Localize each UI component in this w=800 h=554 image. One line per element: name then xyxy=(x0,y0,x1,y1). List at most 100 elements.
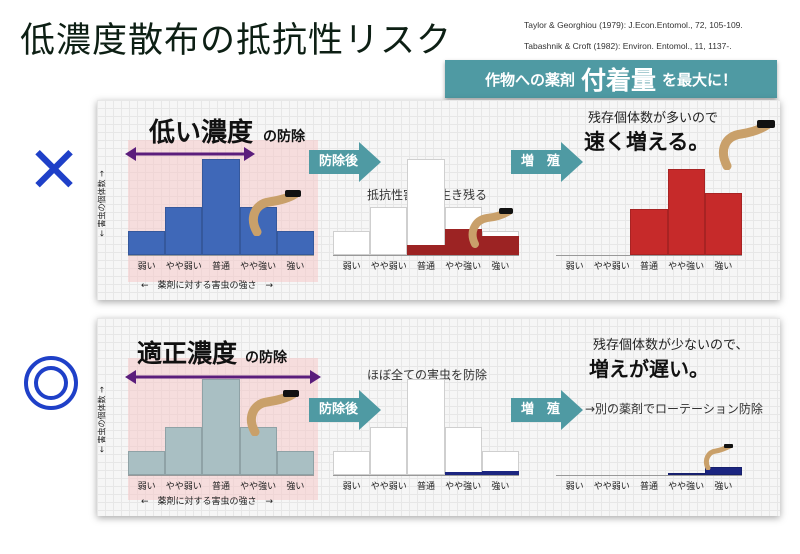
tick-label-good-before-1: やや弱い xyxy=(165,482,202,492)
survivor-bar-good-after-4 xyxy=(481,471,519,475)
bar-good-after-4 xyxy=(481,451,519,475)
tick-label-good-after-0: 弱い xyxy=(342,482,361,492)
page-title: 低濃度散布の抵抗性リスク xyxy=(20,21,453,61)
tick-label-low-growth-4: 強い xyxy=(714,262,733,272)
bar-low-growth-4 xyxy=(704,192,742,255)
bar-low-before-1 xyxy=(165,207,203,255)
x-axis-line xyxy=(556,475,742,476)
growth-note-small: 残存個体数が少ないので、 xyxy=(593,338,749,353)
tick-label-low-after-2: 普通 xyxy=(416,262,435,272)
x-axis-line xyxy=(128,475,314,476)
tick-label-good-growth-3: やや強い xyxy=(668,482,705,492)
survivor-bar-low-after-2 xyxy=(407,245,445,255)
tick-label-good-after-3: やや強い xyxy=(445,482,482,492)
growth-note-big: 速く増える。 xyxy=(584,130,710,154)
tick-label-good-growth-2: 普通 xyxy=(639,482,658,492)
bar-low-growth-3 xyxy=(667,168,705,255)
x-axis-label: ← 薬剤に対する害虫の強さ → xyxy=(141,281,274,291)
bar-low-after-0 xyxy=(333,231,371,255)
tick-label-low-after-3: やや強い xyxy=(445,262,482,272)
bar-good-after-1 xyxy=(370,427,408,475)
bar-low-before-2 xyxy=(202,159,240,255)
growth-arrow: 増 殖 xyxy=(511,142,583,182)
worm-with-sunglasses-icon xyxy=(247,390,299,436)
chart-good-growth: 弱い やや弱い 普通 やや強い 強い xyxy=(556,318,742,516)
banner: 作物への薬剤 付着量 を最大に！ xyxy=(445,60,777,98)
tick-label-good-before-4: 強い xyxy=(286,482,305,492)
good-heading: 適正濃度 の防除 xyxy=(137,339,288,368)
x-axis-line xyxy=(556,255,742,256)
worm-with-sunglasses-icon xyxy=(249,190,301,236)
growth-note-big: 増えが遅い。 xyxy=(589,357,709,381)
chart-low-growth: 弱い やや弱い 普通 やや強い 強い xyxy=(556,100,742,300)
bar-low-before-0 xyxy=(128,231,166,255)
tick-label-good-before-2: 普通 xyxy=(211,482,230,492)
after-control-arrow: 防除後 xyxy=(309,142,381,182)
banner-emph: 付着量 xyxy=(580,66,656,95)
cross-mark-icon: ✕ xyxy=(27,134,81,208)
kill-range-arrow-icon xyxy=(125,370,321,384)
chart-good-before: 弱い やや弱い 普通 やや強い 強い xyxy=(128,318,314,516)
reference-2: Tabashnik & Croft (1982): Environ. Entom… xyxy=(524,41,732,51)
tick-label-good-after-2: 普通 xyxy=(416,482,435,492)
tick-label-low-before-0: 弱い xyxy=(137,262,156,272)
bar-good-before-3 xyxy=(239,427,277,475)
survivor-bar-low-after-4 xyxy=(481,235,519,255)
bar-good-growth-4 xyxy=(704,466,742,475)
bar-good-after-2 xyxy=(407,379,445,475)
tick-label-good-after-1: やや弱い xyxy=(370,482,407,492)
tick-label-low-before-1: やや弱い xyxy=(165,262,202,272)
x-axis-line xyxy=(333,475,519,476)
low-concentration-panel: 低い濃度 の防除 ← 害虫の個体数 → 弱い やや弱い 普通 やや強い 強い ← 薬剤に対… xyxy=(97,100,780,300)
y-axis-label: ← 害虫の個体数 → xyxy=(97,170,107,237)
tick-label-good-growth-0: 弱い xyxy=(565,482,584,492)
bar-good-before-0 xyxy=(128,451,166,475)
tick-label-low-growth-0: 弱い xyxy=(565,262,584,272)
bar-good-growth-3 xyxy=(667,472,705,475)
bar-low-after-2 xyxy=(407,159,445,255)
growth-note-extra: →別の薬剤でローテーション防除 xyxy=(585,402,763,416)
worm-with-sunglasses-icon xyxy=(719,120,775,170)
tick-label-good-after-4: 強い xyxy=(491,482,510,492)
x-axis-label: ← 薬剤に対する害虫の強さ → xyxy=(141,497,274,507)
growth-arrow: 増 殖 xyxy=(511,390,583,430)
x-axis-line xyxy=(128,255,314,256)
reference-1: Taylor & Georghiou (1979): J.Econ.Entomo… xyxy=(524,20,743,30)
tick-label-low-after-1: やや弱い xyxy=(370,262,407,272)
tick-label-low-before-3: やや強い xyxy=(240,262,277,272)
chart-good-after: 弱い やや弱い 普通 やや強い 強い xyxy=(333,318,519,516)
growth-note-small: 残存個体数が多いので xyxy=(588,111,719,126)
tick-label-low-growth-1: やや弱い xyxy=(593,262,630,272)
tick-label-low-after-0: 弱い xyxy=(342,262,361,272)
tick-label-low-growth-3: やや強い xyxy=(668,262,705,272)
tick-label-good-before-3: やや強い xyxy=(240,482,277,492)
double-circle-icon xyxy=(22,354,80,412)
bar-good-before-4 xyxy=(276,451,314,475)
banner-post: を最大に！ xyxy=(662,70,738,89)
tick-label-low-before-4: 強い xyxy=(286,262,305,272)
bar-good-before-2 xyxy=(202,379,240,475)
bar-low-before-4 xyxy=(276,231,314,255)
tick-label-low-after-4: 強い xyxy=(491,262,510,272)
survivor-bar-good-after-3 xyxy=(444,472,482,475)
tick-label-low-before-2: 普通 xyxy=(211,262,230,272)
y-axis-label: ← 害虫の個体数 → xyxy=(97,386,107,453)
bar-good-after-0 xyxy=(333,451,371,475)
tick-label-good-growth-1: やや弱い xyxy=(593,482,630,492)
proper-concentration-panel: 適正濃度 の防除 ← 害虫の個体数 → 弱い やや弱い 普通 やや強い 強い ← 薬剤に対… xyxy=(97,318,780,516)
bar-good-after-3 xyxy=(444,427,482,475)
low-heading: 低い濃度 の防除 xyxy=(149,118,306,148)
tick-label-good-before-0: 弱い xyxy=(137,482,156,492)
bar-low-after-1 xyxy=(370,207,408,255)
kill-range-arrow-icon xyxy=(125,147,255,161)
chart-low-after: 弱い やや弱い 普通 やや強い 強い xyxy=(333,100,519,300)
after-control-arrow: 防除後 xyxy=(309,390,381,430)
banner-pre: 作物への薬剤 xyxy=(484,70,575,89)
worm-with-sunglasses-icon xyxy=(468,208,513,248)
bar-low-growth-2 xyxy=(630,209,668,255)
tick-label-low-growth-2: 普通 xyxy=(639,262,658,272)
x-axis-line xyxy=(333,255,519,256)
worm-with-sunglasses-icon xyxy=(703,444,733,470)
after-note: ほぼ全ての害虫を防除 xyxy=(367,368,488,382)
tick-label-good-growth-4: 強い xyxy=(714,482,733,492)
